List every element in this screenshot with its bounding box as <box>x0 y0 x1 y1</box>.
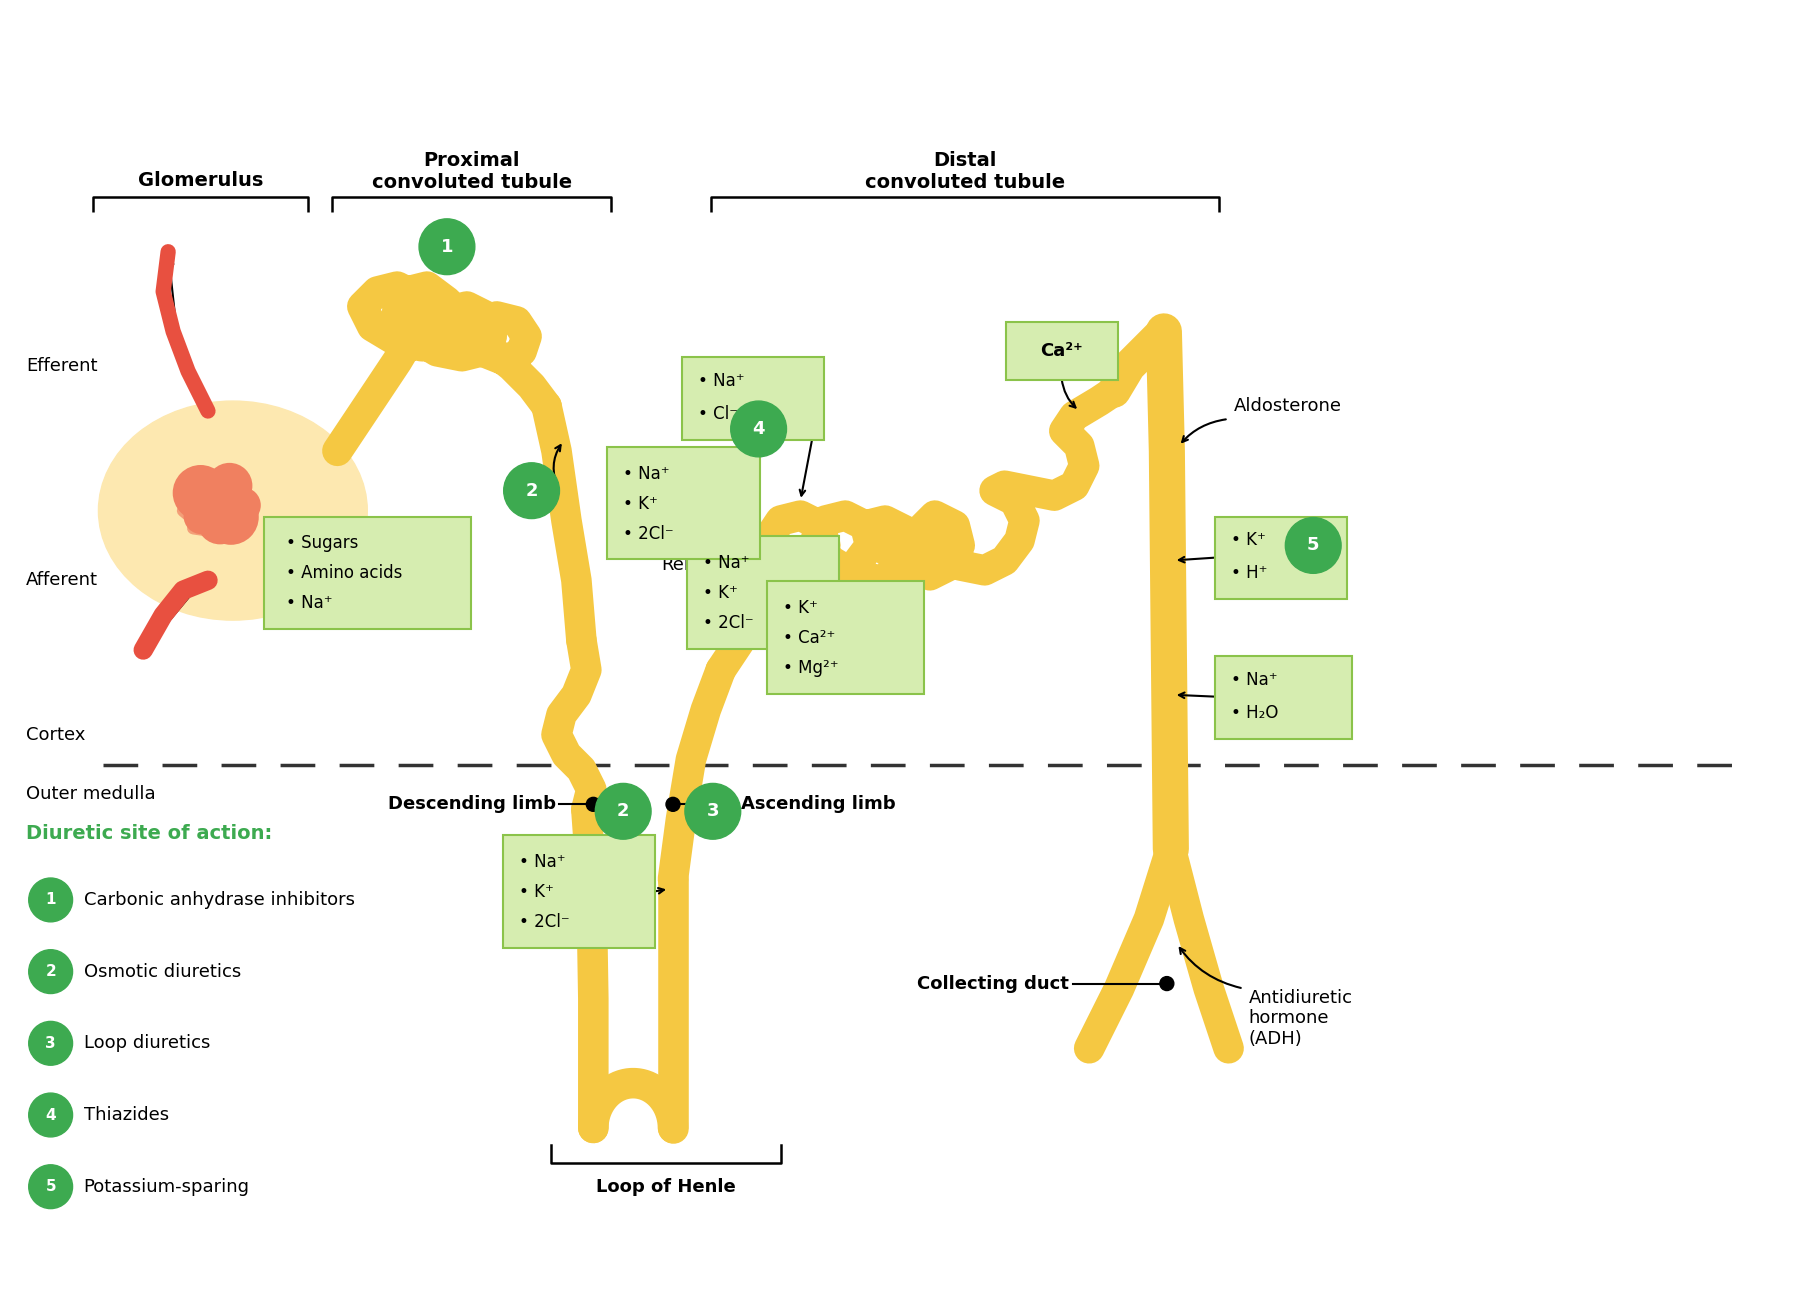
FancyBboxPatch shape <box>265 516 472 629</box>
Circle shape <box>184 498 220 534</box>
Circle shape <box>1285 517 1341 573</box>
Text: Loop of Henle: Loop of Henle <box>596 1178 736 1196</box>
Ellipse shape <box>99 402 367 620</box>
FancyBboxPatch shape <box>502 835 655 948</box>
Text: • Na⁺: • Na⁺ <box>518 853 565 871</box>
Circle shape <box>1159 976 1174 991</box>
Text: Glomerulus: Glomerulus <box>139 172 263 190</box>
Text: Loop diuretics: Loop diuretics <box>83 1035 211 1052</box>
Text: • H₂O: • H₂O <box>1231 703 1278 722</box>
Text: Carbonic anhydrase inhibitors: Carbonic anhydrase inhibitors <box>83 891 355 909</box>
Text: Diuretic site of action:: Diuretic site of action: <box>25 824 272 844</box>
Text: • Na⁺: • Na⁺ <box>1231 671 1278 689</box>
Text: • Sugars: • Sugars <box>286 534 358 552</box>
Text: 3: 3 <box>707 802 718 820</box>
FancyBboxPatch shape <box>682 358 824 439</box>
Text: 4: 4 <box>752 420 765 438</box>
Text: Aldosterone: Aldosterone <box>1233 396 1341 415</box>
Text: • K⁺: • K⁺ <box>518 883 554 901</box>
FancyBboxPatch shape <box>607 447 760 559</box>
FancyBboxPatch shape <box>1006 322 1118 380</box>
Text: 2: 2 <box>45 965 56 979</box>
Circle shape <box>225 488 261 523</box>
Text: • Na⁺: • Na⁺ <box>702 554 749 572</box>
Circle shape <box>173 465 229 521</box>
Circle shape <box>504 463 560 519</box>
Text: Efferent: Efferent <box>25 358 97 376</box>
Text: Renin: Renin <box>661 556 711 575</box>
Text: • 2Cl⁻: • 2Cl⁻ <box>702 614 754 632</box>
Text: 5: 5 <box>1307 537 1319 554</box>
Circle shape <box>29 878 72 922</box>
Circle shape <box>29 950 72 993</box>
Circle shape <box>198 499 243 545</box>
Text: • Mg²⁺: • Mg²⁺ <box>783 659 839 677</box>
Text: 2: 2 <box>617 802 630 820</box>
Text: Ca²⁺: Ca²⁺ <box>1040 342 1082 360</box>
Circle shape <box>587 797 599 811</box>
Text: • Na⁺: • Na⁺ <box>286 594 333 612</box>
Text: • Na⁺: • Na⁺ <box>623 465 670 482</box>
Text: • Ca²⁺: • Ca²⁺ <box>783 629 835 647</box>
Text: 4: 4 <box>45 1108 56 1122</box>
Circle shape <box>29 1165 72 1209</box>
Text: 1: 1 <box>441 238 454 256</box>
Text: • K⁺: • K⁺ <box>783 599 817 618</box>
Circle shape <box>731 402 787 456</box>
Text: • Cl⁻: • Cl⁻ <box>698 406 738 423</box>
FancyBboxPatch shape <box>767 581 923 694</box>
FancyBboxPatch shape <box>1215 516 1346 599</box>
Circle shape <box>207 463 252 508</box>
Text: • Amino acids: • Amino acids <box>286 564 401 582</box>
FancyBboxPatch shape <box>688 537 839 649</box>
Text: 3: 3 <box>45 1036 56 1050</box>
Text: Proximal
convoluted tubule: Proximal convoluted tubule <box>373 151 572 192</box>
Text: Thiazides: Thiazides <box>83 1106 169 1124</box>
Circle shape <box>419 218 475 274</box>
Text: Outer medulla: Outer medulla <box>25 785 155 803</box>
Text: 2: 2 <box>526 482 538 499</box>
Text: Potassium-sparing: Potassium-sparing <box>83 1178 250 1196</box>
Text: • K⁺: • K⁺ <box>1231 532 1265 550</box>
Text: • K⁺: • K⁺ <box>702 584 738 602</box>
Text: • Na⁺: • Na⁺ <box>698 372 745 390</box>
Circle shape <box>686 784 740 840</box>
Text: Distal
convoluted tubule: Distal convoluted tubule <box>864 151 1066 192</box>
Text: • 2Cl⁻: • 2Cl⁻ <box>518 913 569 931</box>
Text: 5: 5 <box>45 1179 56 1195</box>
Text: Collecting duct: Collecting duct <box>918 975 1069 993</box>
Circle shape <box>29 1022 72 1065</box>
Text: • 2Cl⁻: • 2Cl⁻ <box>623 524 673 542</box>
Circle shape <box>596 784 652 840</box>
Text: Descending limb: Descending limb <box>389 796 556 814</box>
Text: Antidiuretic
hormone
(ADH): Antidiuretic hormone (ADH) <box>1249 988 1352 1048</box>
Text: Osmotic diuretics: Osmotic diuretics <box>83 962 241 980</box>
Text: Afferent: Afferent <box>25 571 97 589</box>
Ellipse shape <box>139 436 308 585</box>
FancyBboxPatch shape <box>1215 656 1352 738</box>
Text: Ascending limb: Ascending limb <box>740 796 895 814</box>
Text: • K⁺: • K⁺ <box>623 494 659 512</box>
Circle shape <box>666 797 680 811</box>
Text: 1: 1 <box>45 892 56 907</box>
Text: • H⁺: • H⁺ <box>1231 564 1267 582</box>
Circle shape <box>203 489 259 545</box>
Text: Cortex: Cortex <box>25 725 85 744</box>
Circle shape <box>29 1093 72 1138</box>
